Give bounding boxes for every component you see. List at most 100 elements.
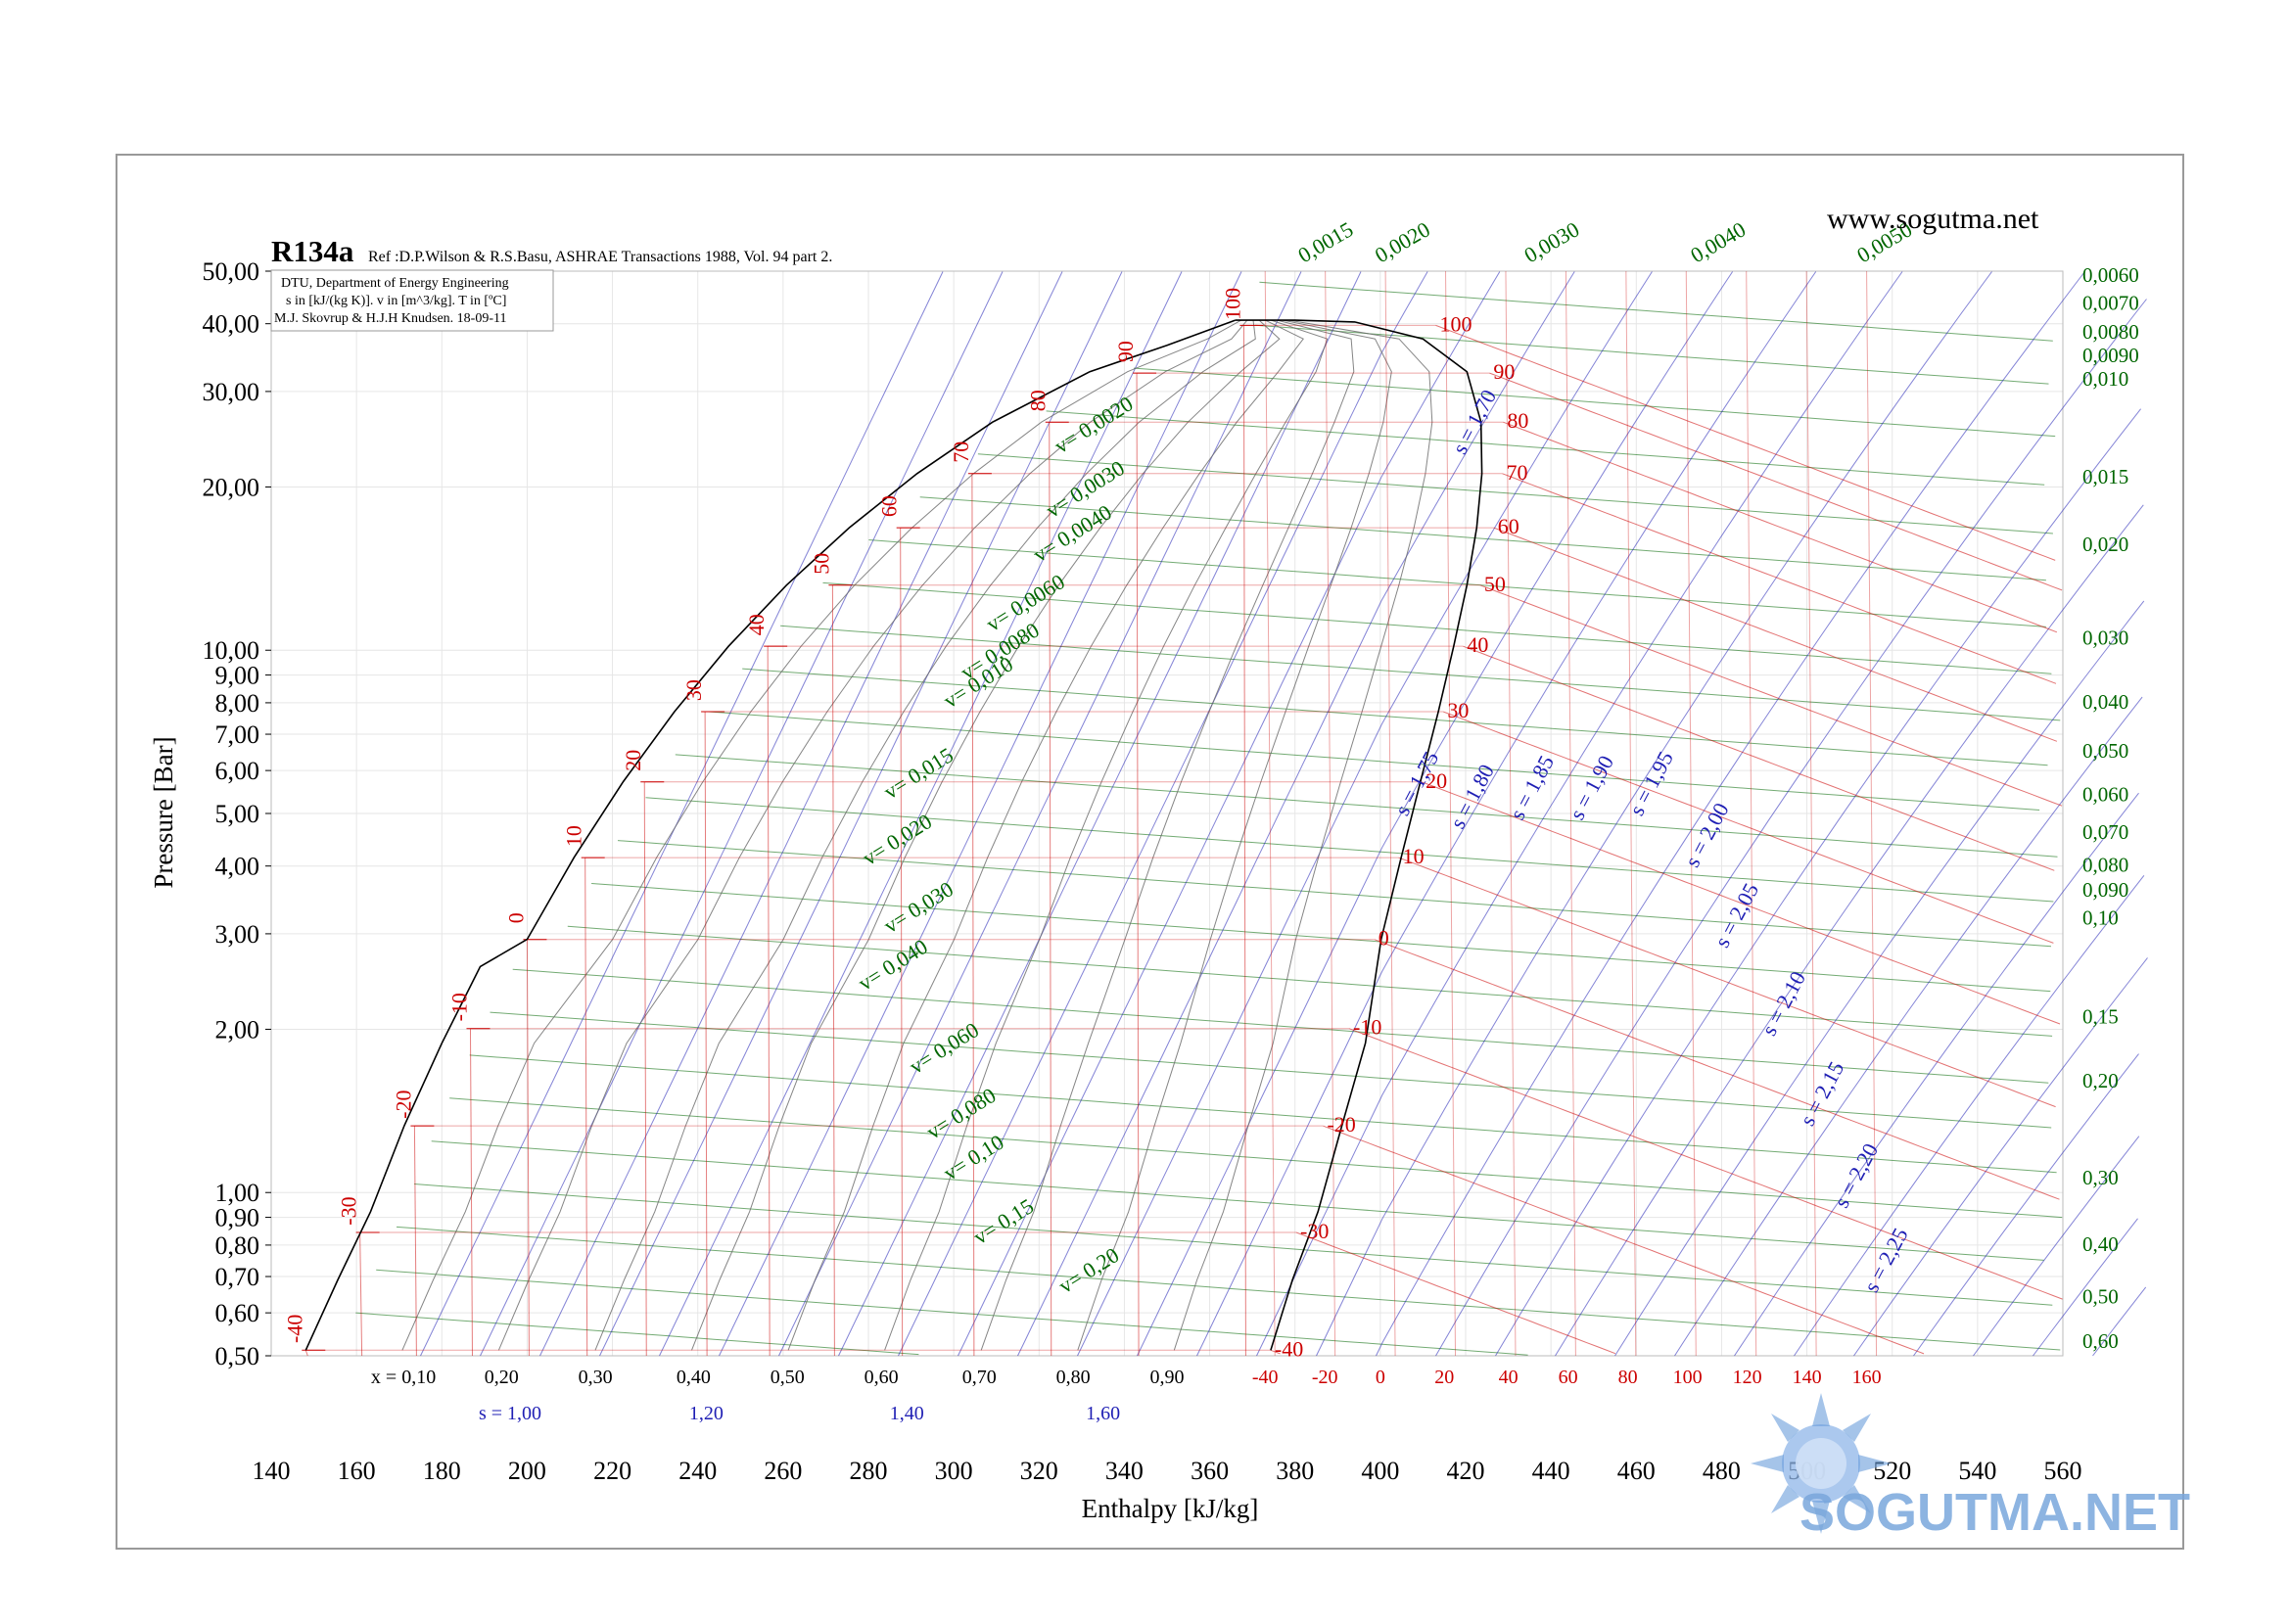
isotherm-vapor-line: [1421, 781, 2061, 1025]
property-lines: [302, 270, 2148, 1357]
isochore-label-right: 0,0080: [2082, 320, 2139, 344]
x-tick-label: 280: [850, 1457, 888, 1485]
isentrope-line: [1137, 271, 1734, 1357]
y-tick-label: 9,00: [215, 662, 260, 690]
x-tick-label: 460: [1617, 1457, 1656, 1485]
isentrope-line: [1734, 792, 2139, 1357]
isochore-line: [376, 1269, 1528, 1356]
isotherm-liquid-line: [304, 1350, 308, 1357]
y-tick-label: 40,00: [203, 310, 260, 339]
isotherm-liquid-line: [643, 781, 647, 1357]
isotherm-label-vapor: -30: [1300, 1219, 1329, 1243]
x-tick-label: 420: [1447, 1457, 1485, 1485]
isotherm-label-vapor: 80: [1507, 408, 1528, 433]
isotherm-label-vapor: 30: [1447, 698, 1469, 722]
isotherm-liquid-line: [1049, 422, 1052, 1357]
entropy-axis-label: s = 1,00: [479, 1403, 541, 1424]
isotherm-label-liquid: 10: [562, 825, 586, 847]
isentrope-line: [1913, 1053, 2139, 1357]
y-tick-label: 6,00: [215, 757, 260, 785]
isentrope-line: [420, 271, 944, 1357]
quality-axis-label: 0,40: [677, 1367, 711, 1388]
isotherm-label-liquid: 20: [621, 750, 645, 771]
isochore-label-right: 0,60: [2082, 1329, 2119, 1353]
isotherm-superheat-line: [1325, 270, 1336, 1357]
isentrope-line: [838, 271, 1362, 1357]
isotherm-superheat-line: [1685, 270, 1697, 1357]
x-tick-label: 160: [338, 1457, 376, 1485]
isotherm-vapor-line: [1493, 527, 2058, 742]
isotherm-label-liquid: -40: [282, 1315, 306, 1343]
isotherm-label-vapor: -20: [1327, 1112, 1355, 1137]
isentrope-line: [2092, 1286, 2147, 1357]
isotherm-label-liquid: 40: [744, 614, 769, 635]
isotherm-label-liquid: 0: [503, 912, 528, 923]
isotherm-label-vapor: 20: [1425, 768, 1447, 793]
y-tick-label: 50,00: [203, 257, 260, 286]
isentrope-line: [1555, 504, 2144, 1357]
isentrope-label: s = 2,25: [1859, 1224, 1913, 1296]
isotherm-superheat-line: [1565, 270, 1576, 1357]
isentrope-line: [1435, 299, 2147, 1357]
x-tick-label: 380: [1276, 1457, 1314, 1485]
saturation-liquid-curve: [304, 319, 1236, 1351]
temperature-axis-label: -20: [1312, 1367, 1338, 1388]
isochore-label-right: 0,15: [2082, 1005, 2119, 1029]
x-tick-label: 340: [1105, 1457, 1144, 1485]
info-line-3: M.J. Skovrup & H.J.H Knudsen. 18-09-11: [274, 311, 506, 326]
x-tick-label: 440: [1532, 1457, 1570, 1485]
isotherm-label-liquid: -10: [446, 993, 471, 1021]
isochore-label-right: 0,50: [2082, 1285, 2119, 1309]
quality-axis-label: 0,50: [771, 1367, 805, 1388]
reference-text: Ref :D.P.Wilson & R.S.Basu, ASHRAE Trans…: [368, 249, 832, 265]
y-tick-label: 10,00: [203, 636, 260, 665]
isotherm-vapor-line: [1323, 1125, 1925, 1355]
isotherm-liquid-line: [526, 939, 530, 1357]
x-tick-label: 260: [764, 1457, 802, 1485]
isochore-line: [490, 1011, 2052, 1129]
isotherm-liquid-line: [1136, 373, 1140, 1357]
isochore-label-top: 0,0040: [1686, 216, 1750, 267]
x-tick-label: 360: [1191, 1457, 1229, 1485]
temperature-axis-label: 20: [1434, 1367, 1454, 1388]
y-tick-label: 30,00: [203, 378, 260, 406]
isentrope-line: [480, 271, 1004, 1357]
isotherm-label-vapor: 100: [1440, 311, 1472, 336]
isentrope-line: [599, 271, 1123, 1357]
x-tick-label: 140: [253, 1457, 291, 1485]
isochore-line: [742, 668, 2048, 766]
x-tick-label: 300: [935, 1457, 973, 1485]
isotherm-vapor-line: [1374, 939, 2060, 1200]
isotherm-superheat-line: [1805, 270, 1817, 1357]
isochore-line: [868, 539, 2046, 627]
x-tick-label: 480: [1703, 1457, 1741, 1485]
temperature-axis-label: 100: [1673, 1367, 1703, 1388]
isentrope-line: [1017, 271, 1575, 1357]
x-tick-label: 240: [678, 1457, 717, 1485]
website-text: www.sogutma.net: [1827, 203, 2039, 235]
isochore-label: v= 0,040: [854, 934, 932, 996]
isochore-label-right: 0,10: [2082, 905, 2119, 929]
isentrope-label: s = 2,10: [1756, 967, 1810, 1040]
isentrope-line: [1794, 874, 2145, 1357]
isochore-label: v= 0,15: [969, 1193, 1038, 1249]
quality-line: [401, 319, 1242, 1351]
quality-line: [497, 319, 1248, 1351]
temperature-axis-label: 120: [1733, 1367, 1762, 1388]
isotherm-vapor-line: [1295, 1231, 1616, 1355]
isotherm-label-vapor: 0: [1379, 926, 1389, 951]
isentrope-label: s = 1,90: [1565, 752, 1618, 824]
outer-frame: [116, 154, 2184, 1550]
quality-axis-label: 0,70: [962, 1367, 997, 1388]
isochore-label-top: 0,0015: [1293, 216, 1357, 267]
y-tick-label: 0,50: [215, 1342, 260, 1370]
isentrope-line: [719, 271, 1242, 1357]
isotherm-vapor-line: [1270, 1349, 1281, 1355]
isotherm-vapor-line: [1479, 584, 2063, 807]
y-axis-title: Pressure [Bar]: [149, 736, 178, 888]
entropy-axis-label: 1,60: [1086, 1403, 1120, 1424]
isentrope-line: [1256, 271, 1903, 1357]
info-line-2: s in [kJ/(kg K)]. v in [m^3/kg]. T in [º…: [286, 294, 506, 308]
isochore-line: [617, 840, 2052, 948]
